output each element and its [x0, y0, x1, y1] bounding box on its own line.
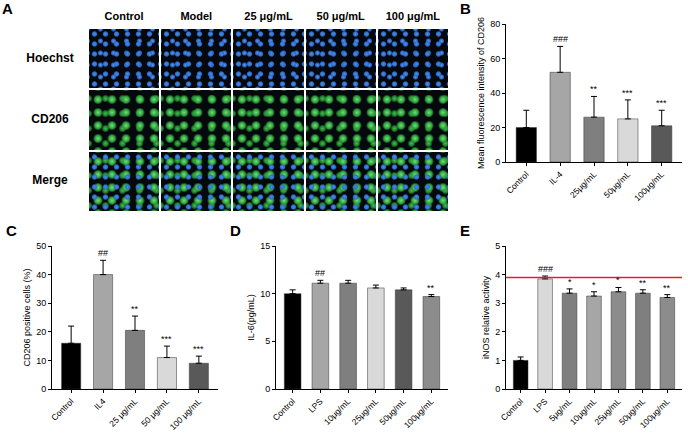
html-text:A: A [2, 0, 13, 17]
svg-text:*: * [616, 275, 620, 285]
svg-text:2: 2 [495, 327, 500, 337]
svg-text:Control: Control [499, 396, 526, 423]
svg-text:1: 1 [495, 356, 500, 366]
svg-text:***: *** [161, 334, 172, 344]
svg-text:0: 0 [265, 384, 270, 394]
svg-text:40: 40 [490, 88, 500, 98]
html-text:B: B [460, 0, 471, 17]
svg-text:100μg/mL: 100μg/mL [632, 169, 666, 203]
html-text:E: E [460, 222, 470, 239]
svg-text:*: * [568, 277, 572, 287]
svg-text:20: 20 [490, 123, 500, 133]
svg-text:**: ** [590, 84, 598, 94]
html-text:Hoechst: Hoechst [26, 50, 74, 65]
svg-text:4: 4 [495, 270, 500, 280]
html-text:Model: Model [180, 10, 213, 22]
svg-text:IL-4: IL-4 [547, 169, 565, 187]
svg-text:###: ### [538, 264, 553, 274]
html-text:D: D [230, 222, 241, 239]
svg-text:##: ## [98, 248, 108, 258]
svg-text:0: 0 [41, 384, 46, 394]
svg-text:50 μg/mL: 50 μg/mL [139, 396, 171, 428]
svg-text:**: ** [427, 283, 435, 293]
svg-text:**: ** [663, 283, 671, 293]
svg-text:IL-6(pg/mL): IL-6(pg/mL) [246, 294, 256, 341]
svg-text:60: 60 [490, 54, 500, 64]
svg-text:iNOS relative activity: iNOS relative activity [481, 275, 491, 359]
svg-text:100μg/mL: 100μg/mL [638, 396, 672, 430]
svg-text:25 μg/mL: 25 μg/mL [107, 396, 139, 428]
svg-text:5: 5 [265, 336, 270, 346]
svg-text:IL4: IL4 [92, 396, 108, 412]
svg-text:5μg/mL: 5μg/mL [547, 396, 574, 423]
svg-text:***: *** [193, 344, 204, 354]
svg-text:LPS: LPS [531, 396, 550, 415]
html-text:25 μg/mL: 25 μg/mL [244, 10, 293, 22]
svg-text:5: 5 [495, 241, 500, 251]
svg-text:50μg/mL: 50μg/mL [617, 396, 648, 427]
svg-text:25μg/mL: 25μg/mL [568, 169, 599, 200]
svg-text:##: ## [315, 268, 325, 278]
svg-text:100 μg/mL: 100 μg/mL [168, 396, 204, 432]
svg-text:50: 50 [36, 241, 46, 251]
svg-text:CD206 positive cells (%): CD206 positive cells (%) [22, 268, 32, 366]
svg-text:10μg/mL: 10μg/mL [568, 396, 599, 427]
svg-text:Control: Control [49, 396, 76, 423]
svg-text:50μg/mL: 50μg/mL [377, 396, 408, 427]
svg-text:**: ** [639, 278, 647, 288]
svg-text:40: 40 [36, 270, 46, 280]
svg-text:10: 10 [36, 356, 46, 366]
svg-text:10μg/mL: 10μg/mL [322, 396, 353, 427]
svg-text:***: *** [622, 88, 633, 98]
svg-text:###: ### [553, 34, 568, 44]
svg-text:30: 30 [36, 298, 46, 308]
svg-text:25μg/mL: 25μg/mL [592, 396, 623, 427]
html-text:C: C [6, 222, 17, 239]
svg-text:*: * [592, 280, 596, 290]
svg-text:50μg/mL: 50μg/mL [602, 169, 633, 200]
svg-text:Mean fluorescence intensity of: Mean fluorescence intensity of CD206 [476, 17, 486, 169]
svg-text:Control: Control [504, 169, 531, 196]
svg-text:0: 0 [495, 384, 500, 394]
svg-text:0: 0 [495, 157, 500, 167]
svg-text:25μg/mL: 25μg/mL [350, 396, 381, 427]
html-text:Control: Control [104, 10, 144, 22]
svg-text:20: 20 [36, 327, 46, 337]
svg-text:LPS: LPS [306, 396, 325, 415]
svg-text:15: 15 [260, 241, 270, 251]
svg-text:Control: Control [271, 396, 298, 423]
html-text:Merge: Merge [32, 173, 68, 188]
svg-text:***: *** [656, 98, 667, 108]
html-text:50 μg/mL: 50 μg/mL [316, 10, 365, 22]
svg-text:3: 3 [495, 298, 500, 308]
svg-text:100μg/mL: 100μg/mL [402, 396, 436, 430]
html-text:CD206: CD206 [31, 112, 69, 126]
svg-text:80: 80 [490, 19, 500, 29]
svg-text:10: 10 [260, 289, 270, 299]
html-text:100 μg/mL: 100 μg/mL [385, 10, 441, 22]
svg-text:**: ** [131, 304, 139, 314]
